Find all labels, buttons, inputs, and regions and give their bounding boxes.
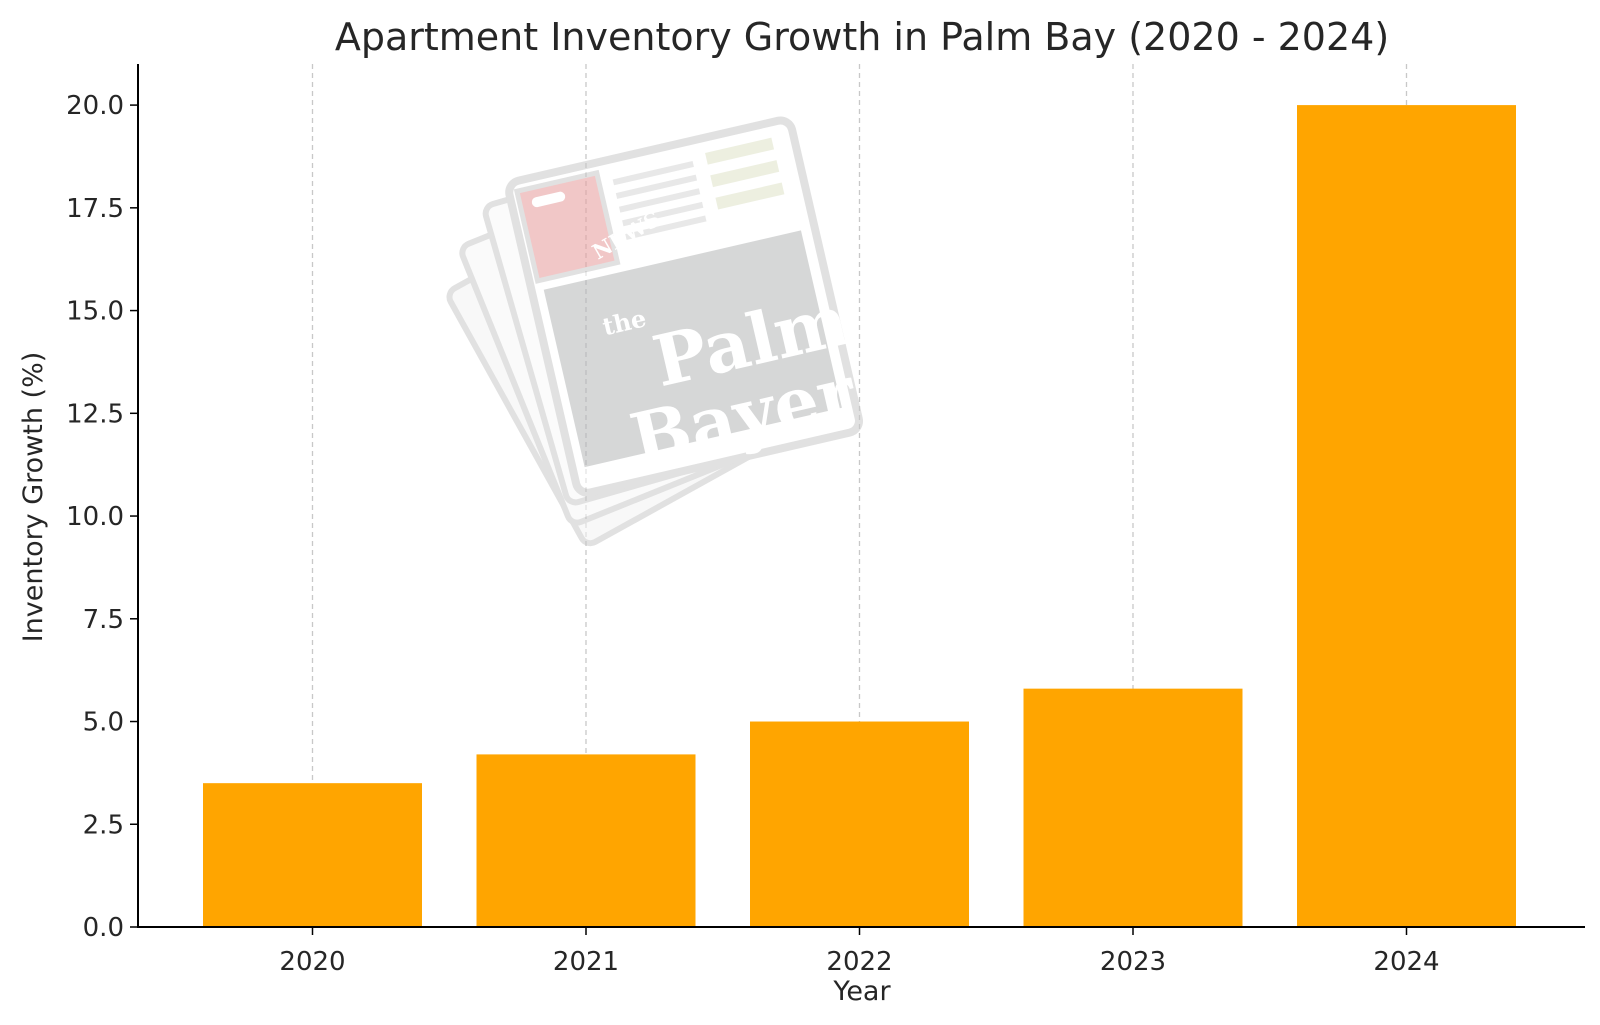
- bar-2021: [476, 754, 696, 927]
- bar-2023: [1023, 688, 1243, 927]
- x-tick-label-2021: 2021: [553, 947, 619, 977]
- x-ticks: 2020 2021 2022 2023 2024: [279, 927, 1440, 977]
- x-tick-label-2023: 2023: [1100, 947, 1166, 977]
- x-tick-label-2020: 2020: [279, 947, 345, 977]
- y-tick-label-10.0: 10.0: [66, 502, 124, 532]
- palm-bayer-watermark-logo: NEWS the Palm Bayer: [446, 116, 864, 547]
- y-ticks: 0.0 2.5 5.0 7.5 10.0 12.5 15.0 17.5 20.0: [66, 91, 138, 943]
- y-tick-label-7.5: 7.5: [83, 605, 124, 635]
- y-tick-label-20.0: 20.0: [66, 91, 124, 121]
- x-tick-label-2024: 2024: [1373, 947, 1439, 977]
- x-axis-title: Year: [832, 976, 891, 1007]
- bar-2024: [1297, 105, 1516, 928]
- y-tick-label-15.0: 15.0: [66, 297, 124, 327]
- bar-2022: [750, 721, 969, 927]
- y-tick-label-2.5: 2.5: [83, 810, 124, 840]
- y-tick-label-0.0: 0.0: [83, 913, 124, 943]
- y-tick-label-17.5: 17.5: [66, 194, 124, 224]
- x-tick-label-2022: 2022: [826, 947, 892, 977]
- bar-2020: [203, 783, 422, 927]
- y-tick-label-12.5: 12.5: [66, 399, 124, 429]
- bars: [203, 105, 1516, 928]
- y-tick-label-5.0: 5.0: [83, 708, 124, 738]
- chart-title: Apartment Inventory Growth in Palm Bay (…: [335, 15, 1389, 59]
- y-axis-title: Inventory Growth (%): [18, 352, 49, 643]
